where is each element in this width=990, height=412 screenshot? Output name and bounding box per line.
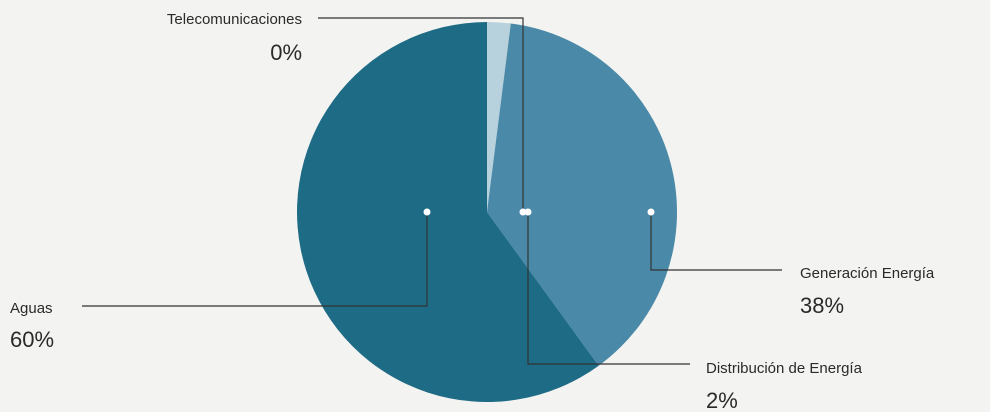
- leader-line-distribucion-de-energia: [527, 212, 690, 365]
- slice-label-distribucion-de-energia: Distribución de Energía: [706, 360, 863, 377]
- pie-slice-distribucion-de-energia: [487, 22, 511, 212]
- slice-value-telecomunicaciones: 0%: [270, 40, 302, 65]
- leader-line-generacion-energia: [650, 212, 782, 271]
- slice-value-aguas: 60%: [10, 327, 54, 352]
- pie-slice-aguas: [297, 22, 599, 402]
- anchor-dot-distribucion-de-energia: [524, 208, 532, 216]
- anchor-dot-telecomunicaciones: [519, 208, 527, 216]
- leader-line-aguas: [82, 212, 428, 307]
- slice-label-telecomunicaciones: Telecomunicaciones: [167, 11, 302, 28]
- slice-value-distribucion-de-energia: 2%: [706, 388, 738, 412]
- anchor-dot-generacion-energia: [647, 208, 655, 216]
- anchor-dot-aguas: [423, 208, 431, 216]
- pie-slices: [297, 22, 678, 402]
- slice-label-generacion-energia: Generación Energía: [800, 265, 935, 282]
- slice-label-aguas: Aguas: [10, 300, 53, 317]
- pie-callouts: Telecomunicaciones 0% Distribución de Ener…: [10, 11, 935, 412]
- slice-value-generacion-energia: 38%: [800, 293, 844, 318]
- leader-line-telecomunicaciones: [318, 17, 524, 212]
- pie-slice-generacion-energia: [487, 23, 678, 366]
